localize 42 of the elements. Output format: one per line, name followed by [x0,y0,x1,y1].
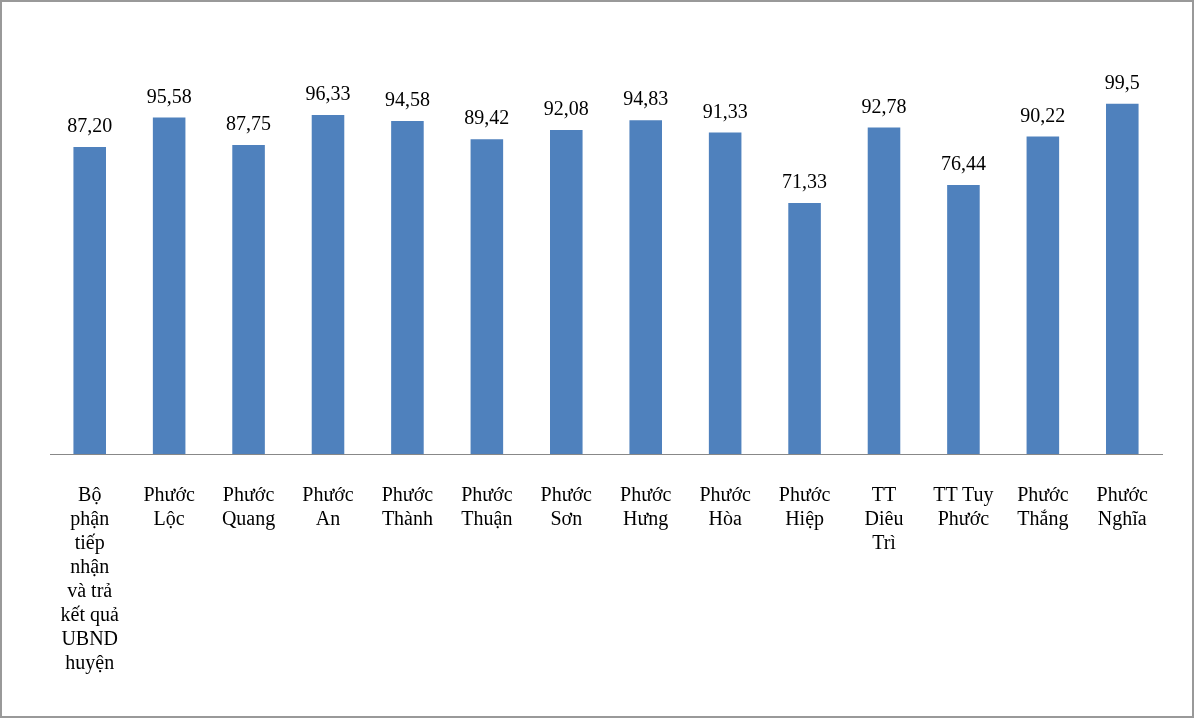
data-label: 89,42 [464,106,510,129]
bar [1106,103,1139,454]
data-label: 87,20 [67,114,113,137]
bar [550,129,583,454]
x-tick-label: Bộ phận tiếp nhận và trả kết quả UBND huyện [60,483,119,675]
bar [311,114,345,454]
bar [867,127,901,454]
x-tick-label: Phước Hưng [620,483,672,531]
data-label: 92,78 [861,94,907,117]
bar [708,132,742,454]
x-tick-label: Phước Lộc [143,483,195,530]
data-label: 99,5 [1104,71,1140,94]
data-label: 76,44 [940,152,986,175]
data-label: 71,33 [782,170,828,193]
bar [788,202,821,454]
data-label: 90,22 [1020,103,1066,126]
x-tick-label: Phước Sơn [540,483,593,530]
data-label: 94,83 [623,87,669,110]
x-tick-label: Phước Quang [221,483,276,531]
data-label: 96,33 [305,82,351,105]
data-label: 92,08 [543,97,589,120]
bar [629,120,662,454]
x-tick-label: Phước Thành [381,483,434,530]
x-tick-label: TT Tuy Phước [933,483,994,530]
bar [1026,136,1060,454]
x-tick-label: Phước An [302,483,354,530]
data-label: 95,58 [146,84,192,107]
x-tick-label: TT Diêu Trì [864,483,904,554]
x-tick-label: Phước Hiệp [778,483,831,531]
x-tick-label: Phước Nghĩa [1096,483,1149,531]
x-tick-label: Phước Thắng [1017,483,1069,531]
x-tick-label: Phước Thuận [461,483,513,530]
data-label: 94,58 [384,88,430,111]
data-label: 91,33 [702,99,748,122]
bar [152,117,186,454]
bar [391,121,424,454]
data-label: 87,75 [226,112,272,135]
bar [470,139,504,454]
x-tick-label: Phước Hòa [699,483,751,530]
bar [232,145,265,454]
bar [73,147,106,454]
bar [947,184,980,454]
